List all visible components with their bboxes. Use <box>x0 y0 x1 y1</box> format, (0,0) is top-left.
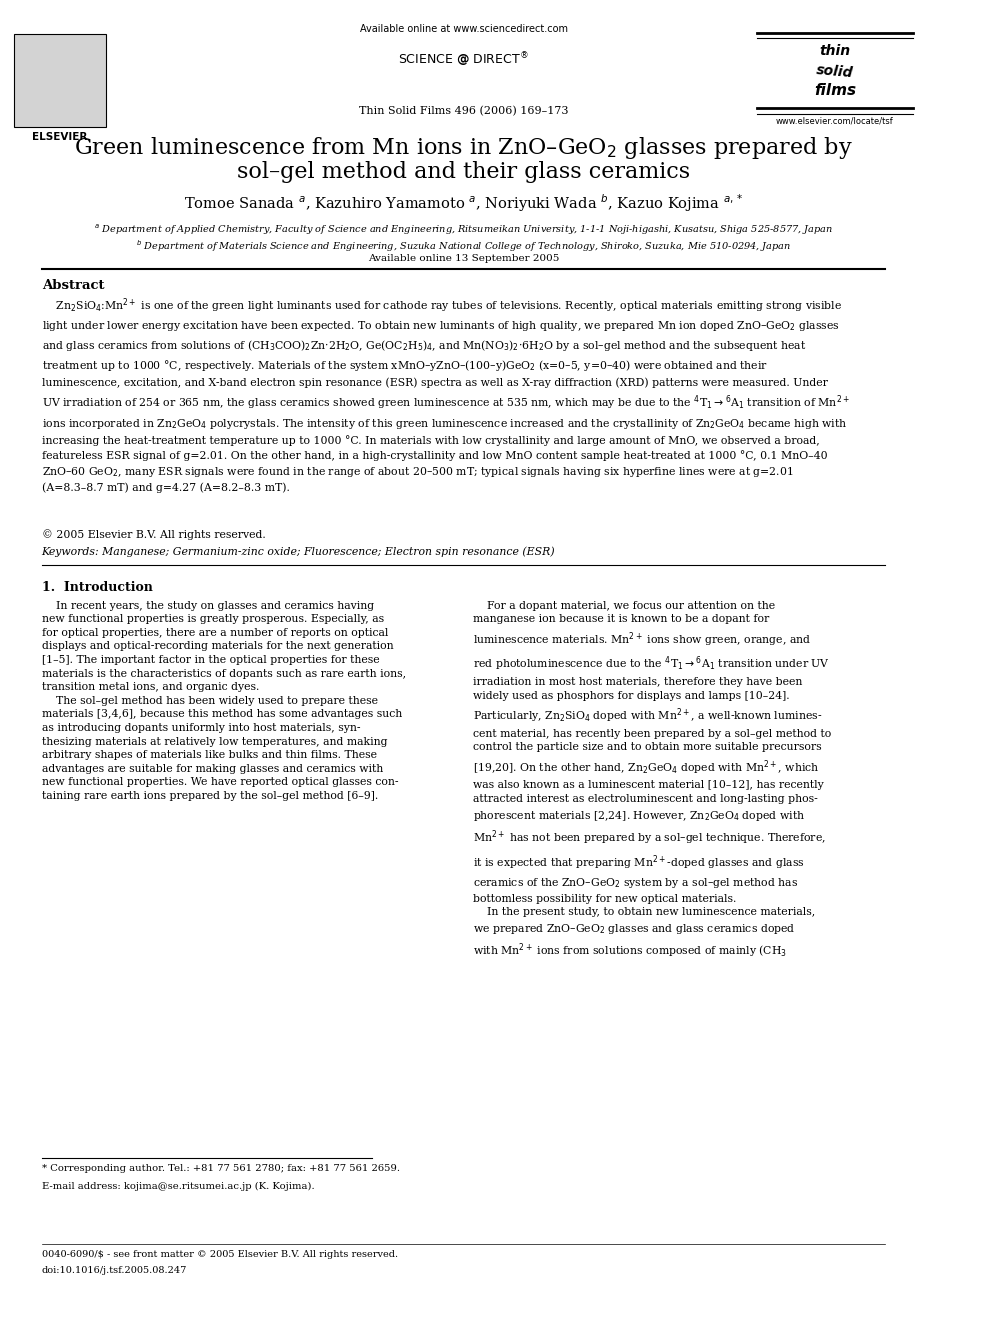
Text: doi:10.1016/j.tsf.2005.08.247: doi:10.1016/j.tsf.2005.08.247 <box>42 1266 186 1275</box>
Text: In recent years, the study on glasses and ceramics having
new functional propert: In recent years, the study on glasses an… <box>42 601 406 800</box>
Text: ELSEVIER: ELSEVIER <box>33 132 87 143</box>
Text: © 2005 Elsevier B.V. All rights reserved.: © 2005 Elsevier B.V. All rights reserved… <box>42 529 266 540</box>
Text: SCIENCE $\mathbf{@}$ DIRECT$^{\mathrm{\mathsf{®}}}$: SCIENCE $\mathbf{@}$ DIRECT$^{\mathrm{\m… <box>398 50 529 69</box>
Text: sol–gel method and their glass ceramics: sol–gel method and their glass ceramics <box>237 161 690 184</box>
Text: 1.  Introduction: 1. Introduction <box>42 581 153 594</box>
Text: thin: thin <box>819 44 850 58</box>
Text: $^b$ Department of Materials Science and Engineering, Suzuka National College of: $^b$ Department of Materials Science and… <box>136 238 792 254</box>
Text: Thin Solid Films 496 (2006) 169–173: Thin Solid Films 496 (2006) 169–173 <box>359 106 568 116</box>
Text: E-mail address: kojima@se.ritsumei.ac.jp (K. Kojima).: E-mail address: kojima@se.ritsumei.ac.jp… <box>42 1181 314 1191</box>
Text: Available online at www.sciencedirect.com: Available online at www.sciencedirect.co… <box>359 24 567 34</box>
Text: Available online 13 September 2005: Available online 13 September 2005 <box>368 254 559 263</box>
Text: films: films <box>813 83 856 98</box>
Text: Tomoe Sanada $^a$, Kazuhiro Yamamoto $^a$, Noriyuki Wada $^b$, Kazuo Kojima $^{a: Tomoe Sanada $^a$, Kazuhiro Yamamoto $^a… <box>184 192 743 213</box>
FancyBboxPatch shape <box>14 34 106 127</box>
Text: Keywords: Manganese; Germanium-zinc oxide; Fluorescence; Electron spin resonance: Keywords: Manganese; Germanium-zinc oxid… <box>42 546 556 557</box>
Text: * Corresponding author. Tel.: +81 77 561 2780; fax: +81 77 561 2659.: * Corresponding author. Tel.: +81 77 561… <box>42 1164 400 1174</box>
Text: Zn$_2$SiO$_4$:Mn$^{2+}$ is one of the green light luminants used for cathode ray: Zn$_2$SiO$_4$:Mn$^{2+}$ is one of the gr… <box>42 296 849 493</box>
Text: solid: solid <box>815 64 854 81</box>
Text: 0040-6090/$ - see front matter © 2005 Elsevier B.V. All rights reserved.: 0040-6090/$ - see front matter © 2005 El… <box>42 1250 398 1259</box>
Text: www.elsevier.com/locate/tsf: www.elsevier.com/locate/tsf <box>776 116 894 126</box>
Text: For a dopant material, we focus our attention on the
manganese ion because it is: For a dopant material, we focus our atte… <box>473 601 831 960</box>
Text: Green luminescence from Mn ions in ZnO–GeO$_2$ glasses prepared by: Green luminescence from Mn ions in ZnO–G… <box>74 135 853 161</box>
Text: $^a$ Department of Applied Chemistry, Faculty of Science and Engineering, Ritsum: $^a$ Department of Applied Chemistry, Fa… <box>94 222 833 237</box>
Text: Abstract: Abstract <box>42 279 104 292</box>
